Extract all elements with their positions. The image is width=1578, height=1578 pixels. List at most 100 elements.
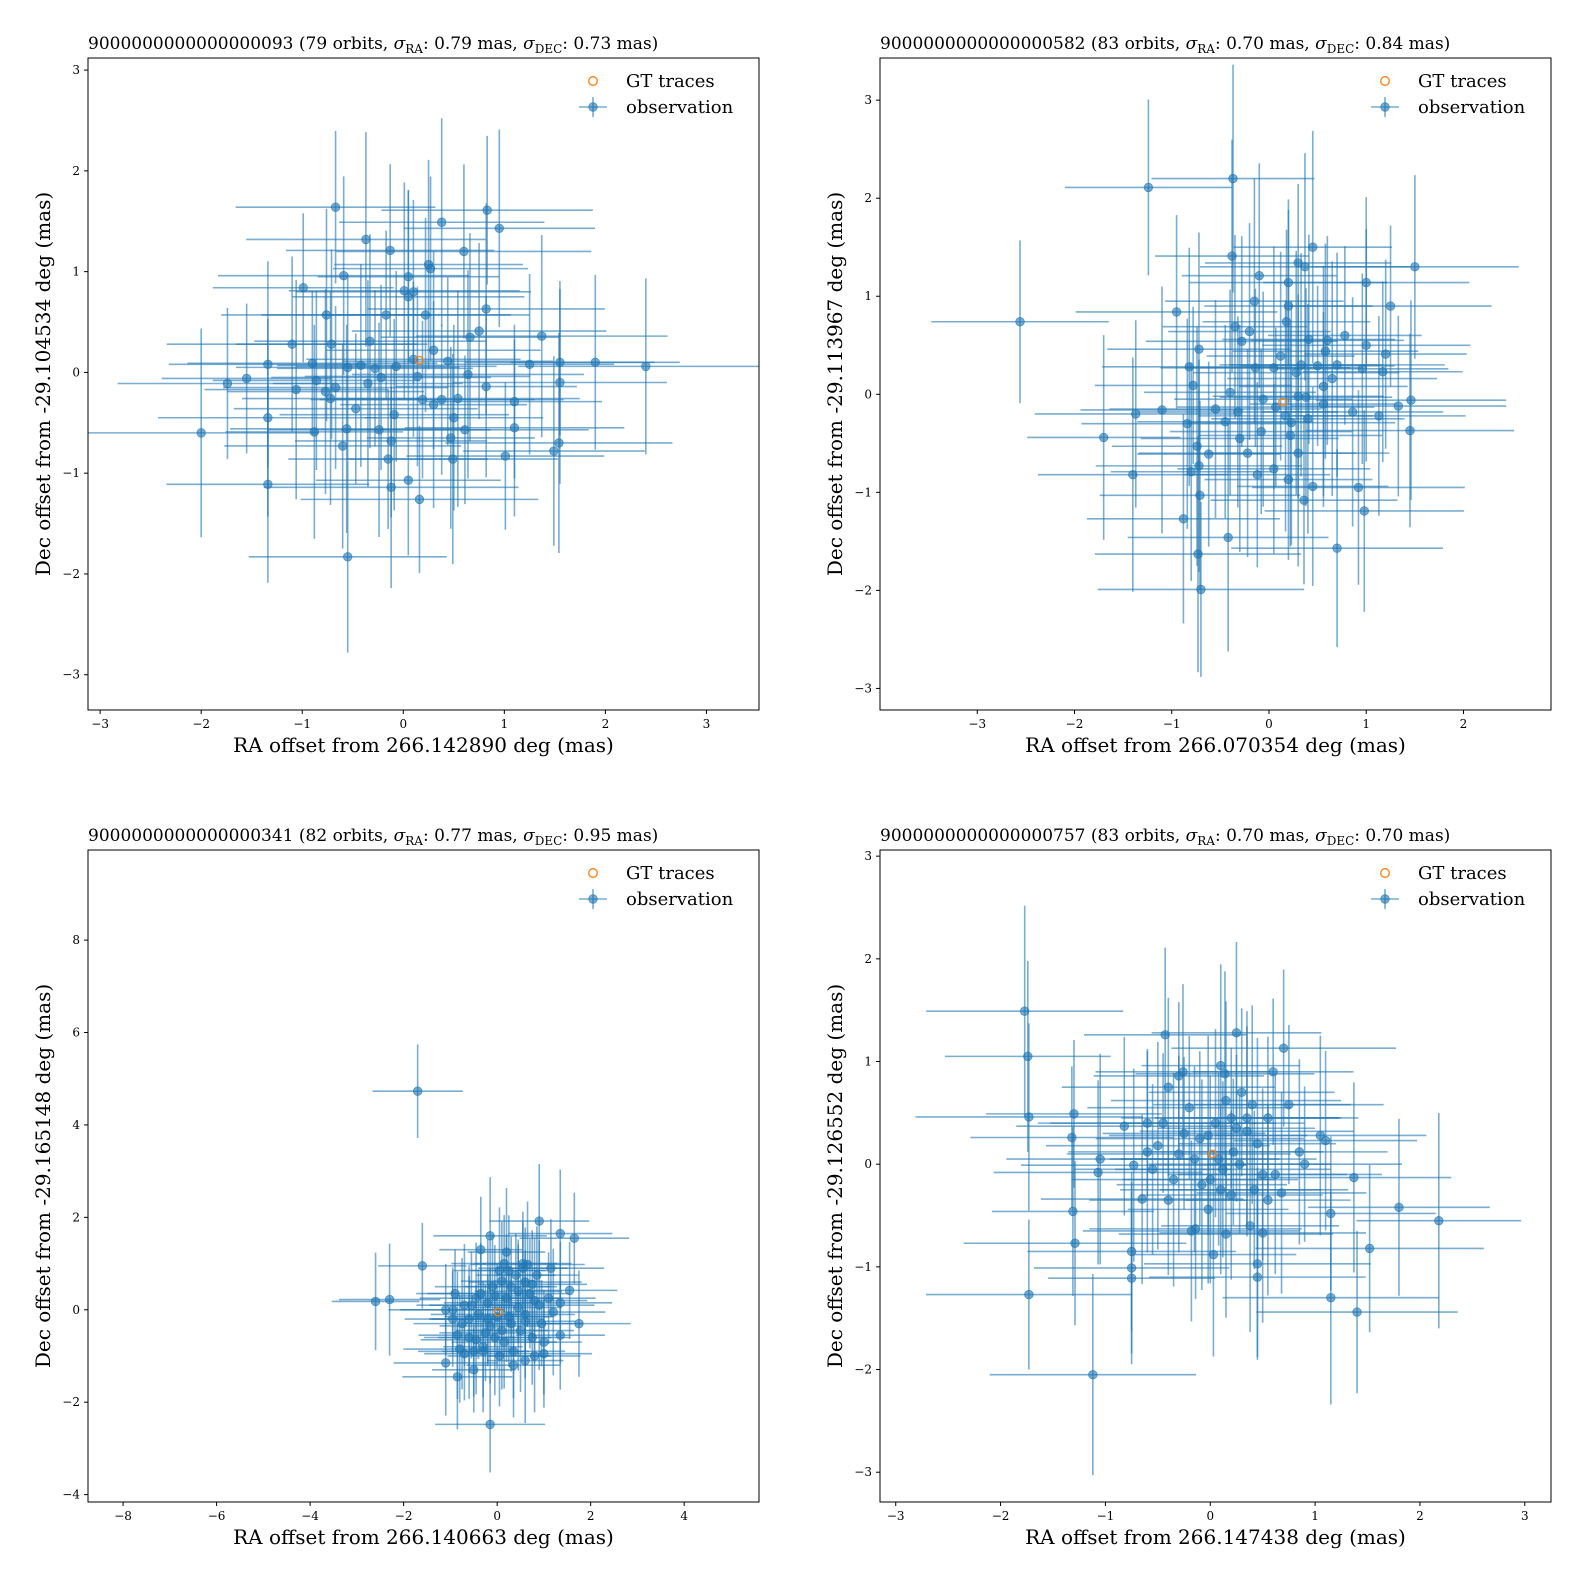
observation-point: [1271, 402, 1281, 412]
legend-gt-label: GT traces: [1418, 71, 1507, 92]
observation-point: [1213, 1154, 1224, 1164]
observation-point: [1347, 407, 1358, 417]
observation-point: [337, 441, 348, 451]
gt-trace-point: [1278, 397, 1288, 407]
observation-point: [1126, 1273, 1137, 1283]
observation-point: [449, 413, 459, 423]
observation-point: [494, 223, 504, 234]
observation-point: [1205, 1174, 1215, 1185]
observation-point: [443, 356, 453, 367]
y-tick-label: −2: [62, 567, 80, 581]
observation-point: [1304, 334, 1314, 345]
observation-point: [1257, 1169, 1268, 1180]
observation-point: [1405, 425, 1415, 436]
observation-point: [508, 1360, 519, 1370]
observation-point: [506, 1281, 516, 1292]
observation-point: [1218, 1164, 1228, 1175]
observation-point: [1228, 173, 1238, 184]
observation-point: [1364, 1243, 1375, 1254]
y-tick-label: −3: [854, 681, 872, 695]
subplot-093: −3 −2 −1 0 1 2 3 −3 −2 −1 0 1 2 3 9000000000000000093 …: [31, 34, 760, 757]
observation-point: [448, 454, 458, 464]
y-axis-label: Dec offset from -29.104534 deg (mas): [31, 192, 55, 576]
observation-point: [483, 1298, 493, 1308]
observation-point: [1353, 482, 1364, 493]
x-tick-label: −3: [91, 717, 109, 731]
legend-obs-marker: [1380, 102, 1390, 112]
observation-point: [403, 271, 414, 282]
observation-point: [1252, 469, 1263, 480]
y-tick-label: −3: [854, 1465, 872, 1479]
observation-point: [1349, 1172, 1359, 1183]
observation-point: [1270, 1169, 1280, 1180]
observation-point: [1098, 432, 1109, 443]
observation-point: [1126, 1246, 1137, 1257]
observation-point: [1220, 1069, 1230, 1079]
y-tick-label: −1: [62, 466, 80, 480]
y-tick-label: −3: [62, 668, 80, 682]
observation-point: [469, 1346, 479, 1357]
observation-point: [1244, 326, 1255, 337]
y-tick-label: 8: [72, 933, 80, 947]
observation-point: [341, 424, 352, 434]
observation-point: [417, 394, 428, 405]
observation-point: [311, 375, 322, 386]
observation-point: [1194, 461, 1204, 471]
observation-point: [338, 270, 349, 281]
observation-point: [428, 399, 439, 410]
observation-point: [527, 1332, 537, 1343]
observation-point: [1299, 495, 1309, 505]
observation-point: [501, 1293, 512, 1303]
observation-point: [1285, 430, 1296, 441]
observation-point: [1301, 392, 1311, 402]
plot-area: [331, 1044, 631, 1473]
subplot-title: 9000000000000000093 (79 orbits, σRA: 0.7…: [88, 34, 658, 56]
observation-point: [1252, 1259, 1263, 1269]
x-axis-label: RA offset from 266.142890 deg (mas): [233, 733, 614, 757]
observation-point: [520, 1355, 530, 1366]
observation-point: [1093, 1167, 1103, 1178]
subplot-title: 9000000000000000341 (82 orbits, σRA: 0.7…: [88, 826, 658, 848]
observation-point: [1174, 1149, 1184, 1159]
x-tick-label: −2: [992, 1509, 1010, 1523]
observation-point: [537, 331, 547, 341]
legend-gt-marker: [588, 76, 598, 86]
x-tick-label: 4: [680, 1509, 688, 1523]
legend-obs-label: observation: [1418, 97, 1526, 118]
observation-point: [1192, 441, 1202, 451]
observation-point: [241, 373, 252, 384]
y-tick-label: 1: [864, 289, 872, 303]
observation-point: [1374, 411, 1384, 421]
observation-point: [309, 427, 320, 437]
observation-point: [1257, 1228, 1268, 1238]
observation-point: [383, 454, 393, 464]
x-tick-label: 0: [493, 1509, 501, 1523]
observation-point: [1216, 1185, 1226, 1195]
observation-point: [1318, 399, 1329, 409]
observation-point: [1195, 1133, 1205, 1144]
observation-point: [1327, 373, 1337, 384]
observation-point: [403, 475, 414, 485]
observation-point: [490, 1332, 500, 1343]
observation-point: [534, 1216, 544, 1226]
observation-point: [1263, 1195, 1273, 1205]
observation-point: [1179, 1128, 1189, 1139]
observation-point: [1142, 1118, 1153, 1128]
observation-point: [543, 1293, 554, 1303]
observation-point: [1242, 1113, 1252, 1123]
observation-point: [330, 202, 341, 212]
observation-point: [1128, 469, 1138, 480]
observation-point: [1163, 1082, 1174, 1092]
legend-gt-marker: [588, 868, 598, 878]
legend-gt-label: GT traces: [626, 71, 715, 92]
observation-point: [391, 361, 401, 372]
observation-point: [546, 1263, 556, 1273]
observation-point: [1269, 464, 1279, 474]
subplot-757: −3 −2 −1 0 1 2 3 −3 −2 −1 0 1 2 3 9000000000000000757 …: [823, 826, 1552, 1549]
observation-point: [1230, 321, 1240, 332]
observation-point: [414, 494, 425, 505]
y-tick-label: 0: [864, 1157, 872, 1171]
observation-point: [386, 436, 396, 446]
observation-point: [1326, 1208, 1336, 1219]
